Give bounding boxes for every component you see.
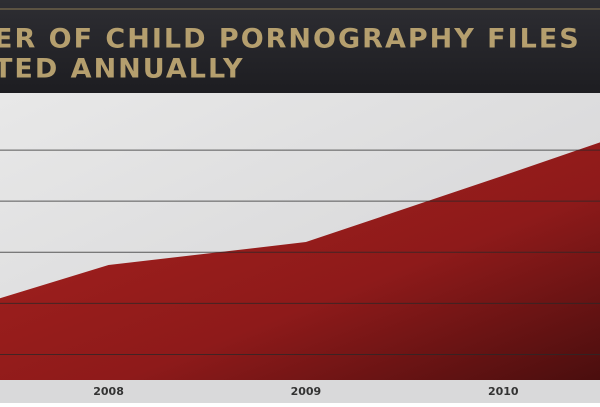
area [0, 142, 600, 380]
x-tick-label: 2008 [93, 385, 124, 398]
chart-title: ER OF CHILD PORNOGRAPHY FILES [0, 24, 581, 55]
x-axis-band [0, 380, 600, 403]
chart-title: TED ANNUALLY [0, 54, 245, 85]
header-band [0, 0, 600, 93]
x-tick-label: 2010 [488, 385, 519, 398]
x-tick-label: 2009 [291, 385, 322, 398]
